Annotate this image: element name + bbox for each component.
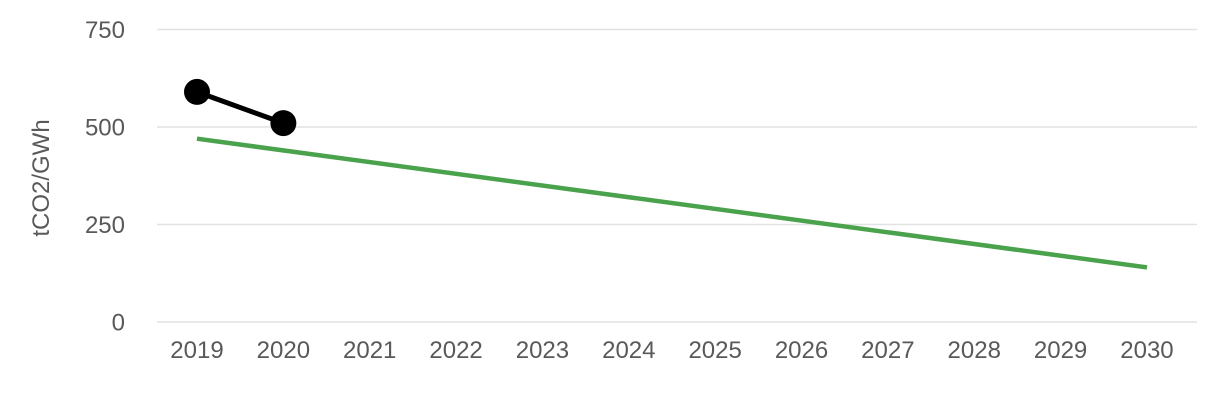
x-tick-label: 2030 [1120, 337, 1173, 364]
series-line-recorded-emissions-intensity [196, 89, 285, 126]
x-tick-label: 2026 [775, 337, 828, 364]
x-tick-label: 2028 [948, 337, 1001, 364]
x-tick-label: 2029 [1034, 337, 1087, 364]
x-tick-label: 2024 [602, 337, 655, 364]
y-tick-label: 750 [85, 17, 125, 44]
x-tick-label: 2025 [688, 337, 741, 364]
axis-labels-layer: 0 250 500 750 2019 2020 2021 2022 2023 2024 2025 20… [85, 17, 1174, 364]
y-tick-label: 250 [85, 212, 125, 239]
x-tick-label: 2020 [257, 337, 310, 364]
x-tick-label: 2021 [343, 337, 396, 364]
data-point-marker-recorded-emissions-intensity [270, 110, 297, 137]
y-tick-label: 500 [85, 115, 125, 142]
x-tick-label: 2022 [429, 337, 482, 364]
x-tick-label: 2019 [170, 337, 223, 364]
y-tick-label: 0 [112, 310, 125, 337]
gridlines-layer [157, 28, 1197, 323]
series-layer [184, 78, 1148, 270]
series-line-target-pathway [196, 136, 1148, 270]
y-axis-title: tCO2/GWh [28, 119, 55, 236]
x-tick-label: 2023 [516, 337, 569, 364]
x-tick-label: 2027 [861, 337, 914, 364]
data-point-marker-recorded-emissions-intensity [184, 78, 210, 105]
